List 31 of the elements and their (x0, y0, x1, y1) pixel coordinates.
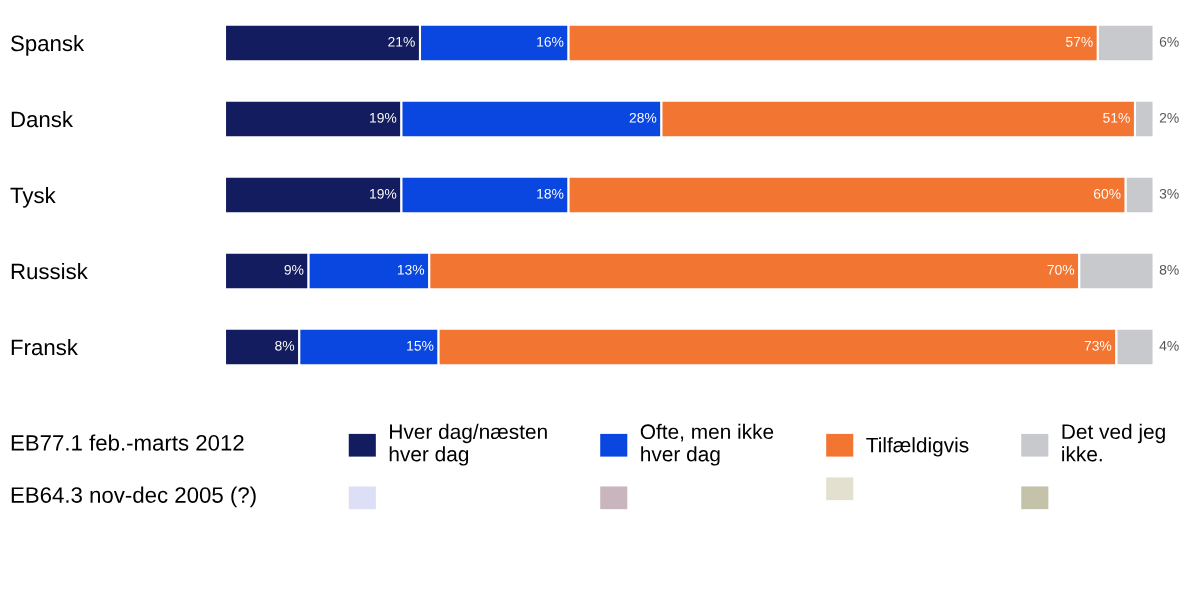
legend-label: Tilfældigvis (866, 437, 969, 457)
data-label: 15% (407, 340, 434, 351)
data-label: 2% (1159, 112, 1179, 123)
data-label: 60% (1093, 188, 1121, 199)
data-label: 73% (1084, 340, 1112, 351)
legend-label: Ofte, men ikke hver dag (640, 423, 774, 466)
data-label: 19% (370, 112, 397, 123)
y-tick-label: Spansk (11, 34, 85, 56)
data-label: 28% (629, 112, 657, 123)
data-label: 8% (275, 340, 295, 351)
data-label: 19% (370, 188, 397, 199)
text: EB77.1 feb.-marts 2012 (11, 434, 244, 451)
data-label: 51% (1103, 112, 1130, 123)
text: EB64.3 nov-dec 2005 (?) (11, 486, 256, 508)
data-label: 21% (388, 36, 415, 47)
y-tick-label: Tysk (10, 186, 56, 208)
data-label: 70% (1047, 264, 1075, 275)
data-label: 16% (537, 36, 564, 47)
data-label: 18% (537, 188, 564, 199)
y-tick-label: Fransk (11, 338, 78, 356)
data-label: 13% (397, 264, 425, 275)
y-tick-label: Russisk (11, 262, 88, 280)
data-label: 8% (1159, 264, 1179, 275)
legend-label: Hver dag/næsten hver dag (389, 423, 547, 466)
data-label: 3% (1159, 188, 1179, 199)
data-label: 6% (1159, 36, 1179, 47)
y-tick-label: Dansk (11, 110, 74, 128)
data-label: 57% (1065, 36, 1093, 47)
data-label: 9% (284, 264, 304, 275)
legend-label: Det ved jeg ikke. (1062, 423, 1165, 462)
data-label: 4% (1159, 340, 1179, 351)
